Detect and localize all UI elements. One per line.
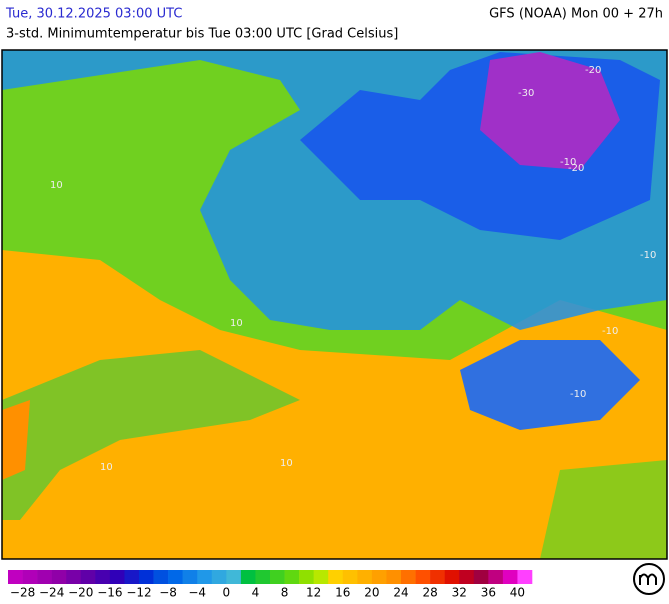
contour-label: 10 [280, 458, 293, 469]
colorbar-swatch [211, 570, 227, 584]
colorbar-label: 12 [306, 586, 321, 600]
colorbar-swatch [226, 570, 242, 584]
colorbar-swatch [299, 570, 314, 584]
colorbar-swatch [66, 570, 82, 584]
colorbar-swatch [153, 570, 169, 584]
model: GFS (NOAA) Mon 00 + 27h [489, 7, 663, 22]
contour-label: -30 [518, 88, 534, 99]
colorbar-swatch [80, 570, 96, 584]
contour-label: -10 [570, 389, 586, 400]
colorbar-swatch [51, 570, 67, 584]
iberia-zone [2, 350, 300, 520]
colorbar-label: 36 [481, 586, 496, 600]
colorbar-swatch [95, 570, 111, 584]
colorbar-swatch [357, 570, 373, 584]
colorbar-swatch [124, 570, 140, 584]
colorbar-label: 0 [223, 586, 231, 600]
cold-zone-east [460, 340, 640, 430]
colorbar-swatch [313, 570, 329, 584]
colorbar-label: 24 [393, 586, 408, 600]
colorbar-label: 8 [281, 586, 289, 600]
contour-label: 10 [50, 180, 63, 191]
colorbar-label: −20 [68, 586, 93, 600]
colorbar-label: 40 [510, 586, 525, 600]
colorbar-swatch [459, 570, 475, 584]
colorbar-swatch [502, 570, 518, 584]
colorbar-label: −12 [126, 586, 151, 600]
colorbar-swatch [139, 570, 154, 584]
date: Tue, 30.12.2025 03:00 UTC [5, 7, 182, 22]
map [1, 49, 668, 560]
subtitle: 3-std. Minimumtemperatur bis Tue 03:00 U… [6, 27, 398, 42]
colorbar-swatch [488, 570, 504, 584]
colorbar-label: −28 [10, 586, 35, 600]
logo-mark [639, 573, 657, 585]
colorbar-swatch [401, 570, 416, 584]
contour-label: -20 [585, 65, 601, 76]
contour-label: -10 [640, 250, 656, 261]
contour-label: -20 [568, 163, 584, 174]
colorbar-swatch [386, 570, 402, 584]
colorbar-swatch [255, 570, 271, 584]
colorbar-swatch [37, 570, 52, 584]
colorbar-label: 16 [335, 586, 350, 600]
contour-label: 10 [100, 462, 113, 473]
colorbar-swatch [284, 570, 300, 584]
colorbar-swatch [22, 570, 38, 584]
warm-patch [2, 400, 30, 480]
colorbar-swatch [168, 570, 183, 584]
colorbar-swatch [109, 570, 125, 584]
colorbar-label: 4 [252, 586, 260, 600]
colorbar-swatch [444, 570, 460, 584]
extreme-cold-zone [480, 52, 620, 170]
colorbar-swatch [342, 570, 358, 584]
colorbar-swatch [328, 570, 344, 584]
contour-label: 10 [230, 318, 243, 329]
contour-label: -10 [602, 326, 618, 337]
colorbar-swatch [517, 570, 533, 584]
colorbar-label: −4 [188, 586, 206, 600]
colorbar-swatch [197, 570, 213, 584]
colorbar-label: −8 [159, 586, 177, 600]
colorbar-swatch [415, 570, 431, 584]
colorbar-swatch [8, 570, 23, 584]
colorbar-swatch [182, 570, 198, 584]
colorbar-swatch [430, 570, 445, 584]
colorbar-swatch [371, 570, 387, 584]
colorbar-label: 28 [422, 586, 437, 600]
colorbar-label: −24 [39, 586, 64, 600]
colorbar-swatch [240, 570, 256, 584]
east-green [540, 460, 667, 559]
colorbar-label: 32 [452, 586, 467, 600]
colorbar-label: 20 [364, 586, 379, 600]
contour-label: -10 [560, 157, 576, 168]
colorbar-swatch [473, 570, 489, 584]
colorbar-swatch [270, 570, 285, 584]
colorbar-label: −16 [97, 586, 122, 600]
map-frame [1, 49, 668, 560]
